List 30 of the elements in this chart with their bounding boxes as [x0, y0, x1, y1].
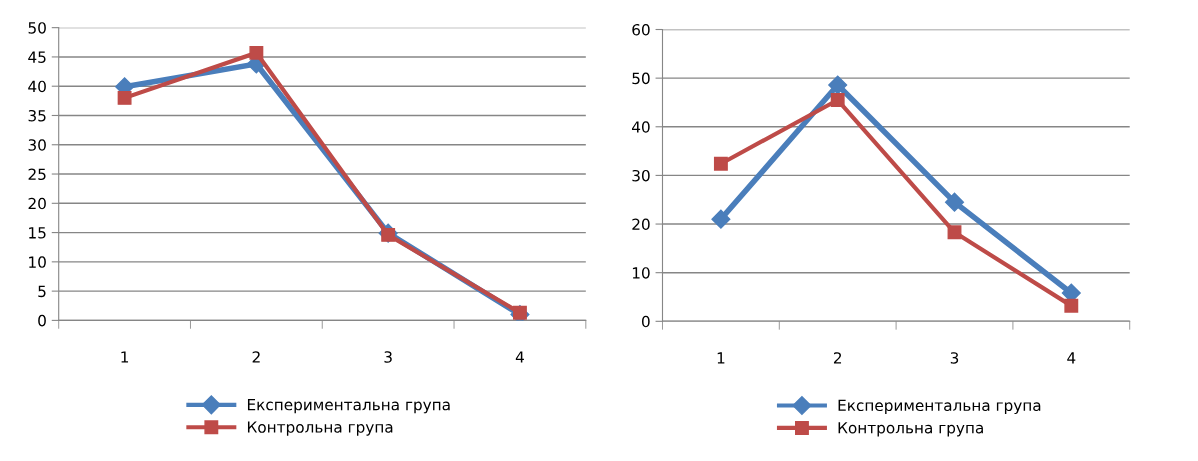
legend-label: Експериментальна група — [247, 399, 450, 414]
x-tick-label: 3 — [950, 352, 959, 364]
y-tick-label: 0 — [641, 315, 650, 328]
legend-label: Контрольна група — [838, 422, 983, 437]
legend-label: Експериментальна група — [838, 399, 1041, 415]
y-tick-label: 50 — [28, 22, 46, 34]
y-tick-label: 10 — [632, 267, 650, 279]
y-tick-label: 15 — [29, 227, 46, 239]
x-tick-label: 2 — [252, 351, 260, 363]
x-tick-label: 1 — [717, 352, 725, 364]
legend-label: Контрольна група — [247, 421, 393, 436]
y-tick-label: 10 — [29, 256, 46, 268]
y-tick-label: 20 — [632, 218, 650, 231]
y-tick-label: 45 — [28, 51, 46, 63]
x-tick-label: 4 — [1067, 352, 1076, 364]
y-tick-label: 25 — [28, 168, 46, 181]
y-tick-label: 20 — [28, 197, 46, 210]
y-tick-label: 30 — [28, 139, 46, 151]
x-tick-label: 4 — [515, 351, 524, 363]
y-tick-label: 60 — [632, 23, 650, 36]
x-tick-label: 2 — [833, 352, 842, 364]
y-tick-label: 50 — [632, 72, 650, 85]
y-tick-label: 40 — [631, 121, 650, 133]
y-tick-label: 35 — [28, 109, 46, 122]
y-tick-label: 40 — [28, 80, 46, 93]
x-tick-label: 1 — [121, 351, 129, 363]
x-tick-label: 3 — [384, 351, 392, 363]
y-tick-label: 30 — [632, 169, 650, 182]
y-tick-label: 0 — [38, 314, 46, 327]
y-tick-label: 5 — [38, 285, 46, 298]
